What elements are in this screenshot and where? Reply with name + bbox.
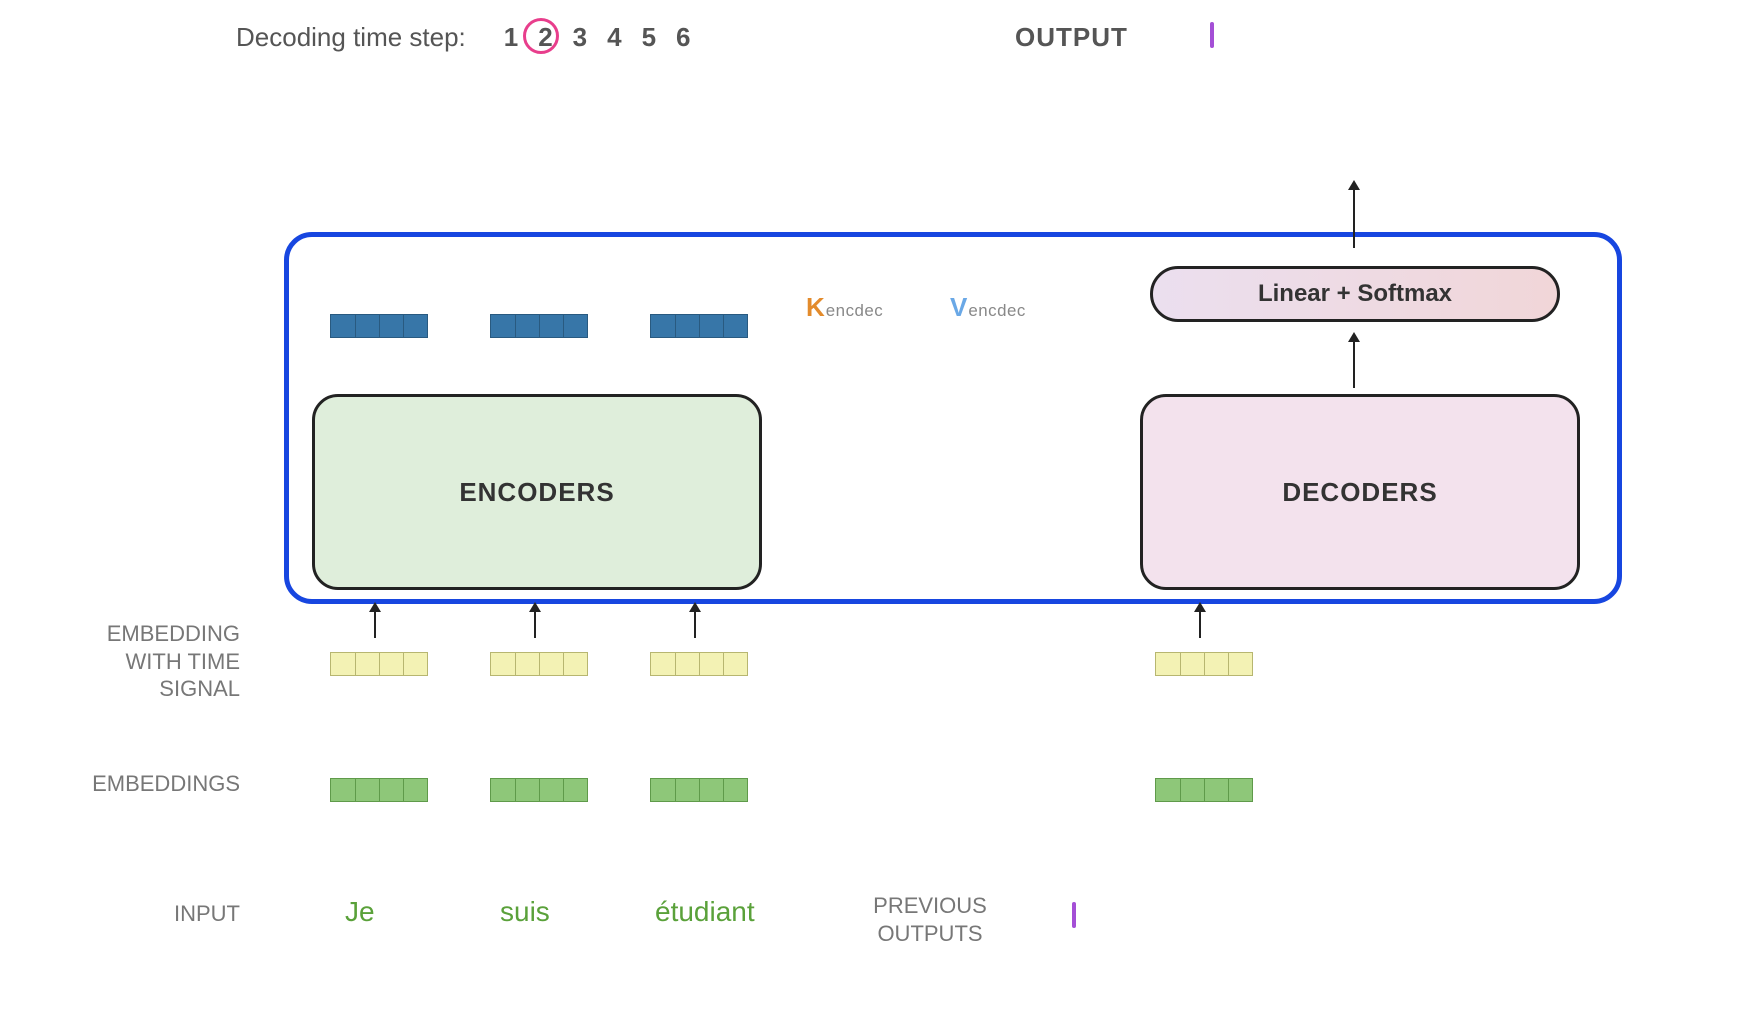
linear-softmax-pill: Linear + Softmax bbox=[1150, 266, 1560, 322]
time-signal-vector bbox=[1155, 652, 1253, 676]
output-label: OUTPUT bbox=[1015, 22, 1128, 53]
k-tensor-stack bbox=[812, 330, 904, 398]
arrow-softmax-to-output bbox=[1353, 188, 1355, 248]
encoder-output-vector bbox=[490, 314, 588, 338]
arrow-into-model bbox=[1199, 610, 1201, 638]
time-signal-vector bbox=[490, 652, 588, 676]
step-3: 3 bbox=[565, 22, 595, 53]
encoders-label: ENCODERS bbox=[459, 477, 614, 508]
embedding-vector bbox=[650, 778, 748, 802]
previous-outputs-label: PREVIOUS OUTPUTS bbox=[830, 892, 1030, 947]
arrow-into-model bbox=[534, 610, 536, 638]
step-1: 1 bbox=[496, 22, 526, 53]
previous-output-cursor bbox=[1072, 902, 1076, 928]
time-signal-vector bbox=[330, 652, 428, 676]
arrow-into-model bbox=[374, 610, 376, 638]
arrow-into-model bbox=[694, 610, 696, 638]
time-signal-vector bbox=[650, 652, 748, 676]
step-5: 5 bbox=[634, 22, 664, 53]
embedding-vector bbox=[330, 778, 428, 802]
v-encdec-label: Vencdec bbox=[950, 292, 1026, 323]
encoders-block: ENCODERS bbox=[312, 394, 762, 590]
decoders-block: DECODERS bbox=[1140, 394, 1580, 590]
k-encdec-label: Kencdec bbox=[806, 292, 883, 323]
embedding-vector bbox=[490, 778, 588, 802]
arrow-decoder-to-softmax bbox=[1353, 340, 1355, 388]
linear-softmax-label: Linear + Softmax bbox=[1258, 280, 1452, 308]
input-word: suis bbox=[500, 896, 550, 928]
step-4: 4 bbox=[599, 22, 629, 53]
output-cursor bbox=[1210, 22, 1214, 48]
active-step-circle bbox=[523, 18, 559, 54]
encoder-output-vector bbox=[650, 314, 748, 338]
embedding-time-signal-label: EMBEDDING WITH TIME SIGNAL bbox=[40, 620, 240, 703]
input-word: étudiant bbox=[655, 896, 755, 928]
embeddings-row-label: EMBEDDINGS bbox=[40, 770, 240, 798]
embedding-vector bbox=[1155, 778, 1253, 802]
input-row-label: INPUT bbox=[40, 900, 240, 928]
step-6: 6 bbox=[668, 22, 698, 53]
input-word: Je bbox=[345, 896, 375, 928]
decoding-step-label: Decoding time step: bbox=[236, 22, 466, 53]
decoders-label: DECODERS bbox=[1282, 477, 1437, 508]
encoder-output-vector bbox=[330, 314, 428, 338]
